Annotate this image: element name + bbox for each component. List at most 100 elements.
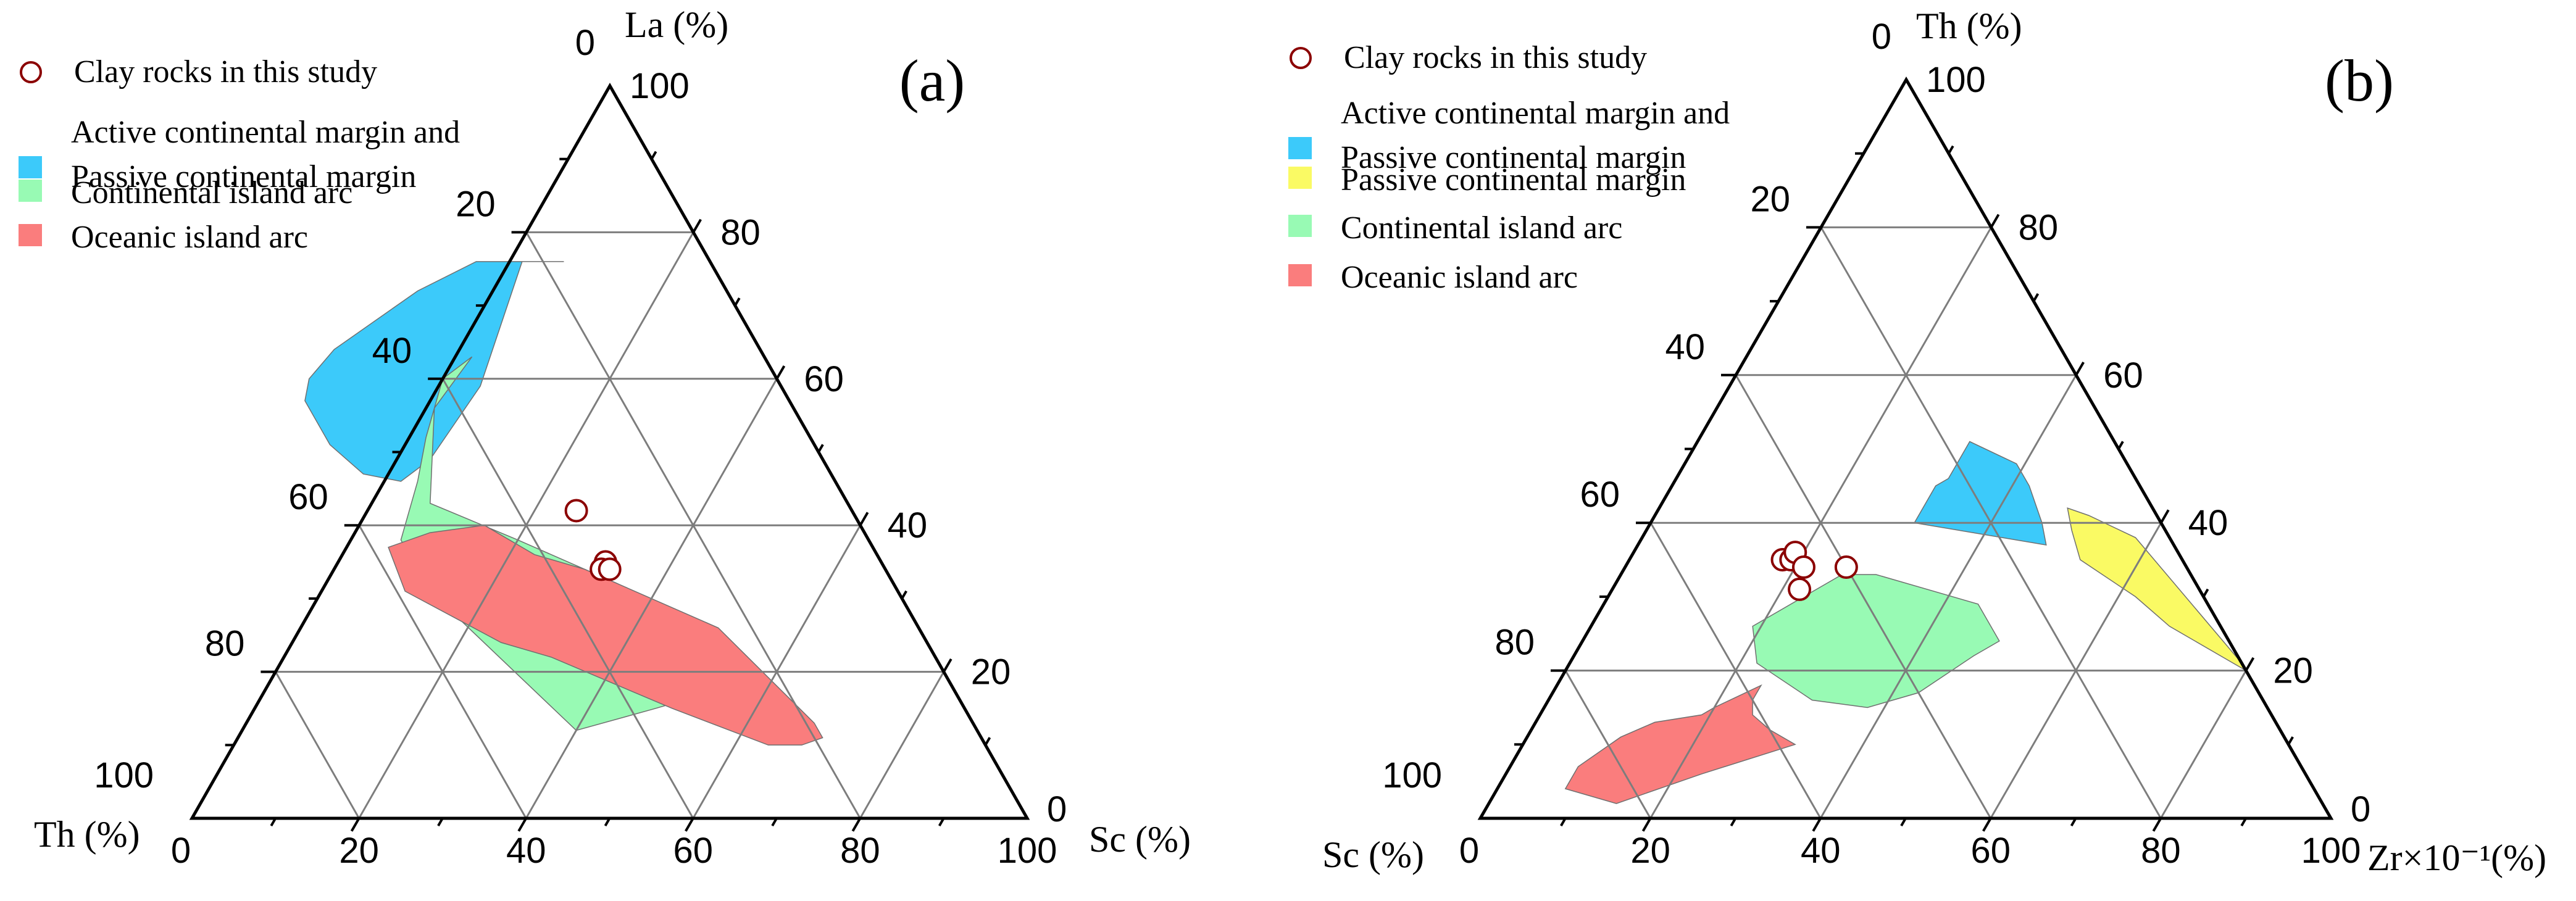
tick	[984, 737, 991, 746]
tick	[775, 365, 786, 380]
legend-entry: Oceanic island arc	[19, 220, 308, 255]
legend-label: Continental island arc	[71, 175, 352, 210]
grid-line	[1564, 670, 1651, 819]
legend-label: Passive continental margin	[1341, 140, 1686, 175]
legend-entry: Clay rocks in this study	[1290, 40, 1647, 75]
legend-entry: Passive continental margin	[1288, 162, 1686, 197]
grid-line	[692, 525, 861, 819]
legend-swatch	[19, 156, 42, 178]
tick-label-bottom: 80	[840, 831, 880, 871]
tick	[1948, 145, 1954, 154]
tick-label-left: 40	[1665, 327, 1705, 367]
tick	[1730, 817, 1737, 827]
tick-label-left: 80	[1494, 623, 1535, 663]
region-1	[1913, 441, 2047, 546]
tick	[1990, 214, 2000, 228]
axis-label-top: Th (%)	[1916, 6, 2022, 46]
legend: Clay rocks in this study Active continent…	[19, 54, 460, 255]
data-point	[1834, 555, 1858, 579]
tick	[1982, 817, 1992, 832]
tick	[1812, 817, 1822, 832]
legend-entry: Active continental margin and Passive con…	[19, 115, 460, 194]
tick-label-right: 20	[971, 652, 1011, 692]
region-2	[2067, 507, 2248, 672]
tick-label-bottom: 100	[2301, 831, 2361, 871]
region-3	[388, 525, 823, 746]
tick-label-left: 20	[1750, 179, 1790, 219]
tick	[2202, 588, 2209, 597]
data-point	[564, 499, 588, 523]
tick-label-bottom: 60	[673, 831, 714, 871]
tick-label-left: 0	[1872, 17, 1891, 57]
tick	[2152, 817, 2162, 832]
grid-line	[859, 671, 945, 819]
grid-line	[275, 671, 360, 819]
tick-label-bottom: 20	[339, 831, 379, 871]
tick	[350, 817, 361, 832]
tick	[1560, 817, 1567, 827]
tick-label-left: 80	[205, 624, 245, 664]
legend-label: Active continental margin and	[71, 115, 460, 150]
grid-line	[1990, 522, 2162, 819]
legend-label: Clay rocks in this study	[1344, 40, 1647, 75]
region-3	[1752, 574, 2000, 708]
tick	[1641, 817, 1652, 832]
tick	[817, 444, 824, 453]
axis-label-left: Th (%)	[34, 814, 140, 855]
tick-label-left: 60	[288, 477, 328, 517]
tick	[1900, 817, 1907, 827]
tick	[2287, 736, 2294, 745]
legend-label: Passive continental margin	[1341, 162, 1686, 197]
legend-entry: Oceanic island arc	[1288, 260, 1578, 295]
grid-line	[1649, 522, 1822, 819]
data-point	[598, 557, 622, 581]
legend-swatch	[1288, 264, 1312, 286]
tick-label-bottom: 40	[506, 831, 546, 871]
axis-labels: Th (%) Sc (%) Zr×10⁻¹(%)	[1322, 6, 2546, 878]
legend: Clay rocks in this study Active continent…	[1288, 40, 1730, 295]
legend-swatch	[1288, 167, 1312, 189]
data-points	[1770, 541, 1858, 601]
tick	[2245, 657, 2255, 671]
tick	[604, 817, 611, 827]
tick	[938, 817, 945, 827]
axis-label-right: Sc (%)	[1089, 819, 1191, 860]
axis-label-top: La (%)	[625, 4, 728, 45]
tick	[851, 817, 862, 832]
tick	[2075, 362, 2085, 376]
tick-label-bottom: 20	[1630, 831, 1670, 871]
tick-marks	[1514, 145, 2294, 832]
tick-label-bottom: 0	[171, 831, 191, 871]
tick	[517, 817, 527, 832]
tick	[2032, 293, 2040, 302]
legend-entry: Clay rocks in this study	[20, 54, 377, 89]
tick	[771, 817, 778, 827]
region-4	[1564, 684, 1796, 804]
tick-label-left: 60	[1580, 475, 1620, 515]
tick-label-right: 80	[2019, 207, 2059, 247]
data-points	[564, 499, 622, 581]
tick	[901, 590, 907, 599]
tick	[2070, 817, 2077, 827]
tick	[650, 151, 657, 160]
tick-label-bottom: 40	[1801, 831, 1841, 871]
tick-marks	[225, 151, 991, 832]
legend-label: Passive continental margin	[71, 159, 416, 194]
tick-label-bottom: 80	[2141, 831, 2181, 871]
legend-swatch	[1288, 215, 1312, 237]
grid-line	[1735, 375, 1992, 819]
tick-label-left: 100	[94, 755, 154, 795]
tick	[437, 817, 444, 827]
legend-entry: Continental island arc	[1288, 210, 1622, 246]
tick	[2160, 509, 2170, 524]
tick	[2240, 817, 2247, 827]
tick-label-bottom: 60	[1971, 831, 2011, 871]
tick-label-left: 100	[1382, 755, 1442, 795]
tick-label-bottom: 100	[998, 831, 1057, 871]
legend-swatch	[19, 180, 42, 202]
legend-entry: Active continental margin and Passive con…	[1288, 96, 1730, 175]
tick-label-left: 20	[456, 184, 496, 224]
